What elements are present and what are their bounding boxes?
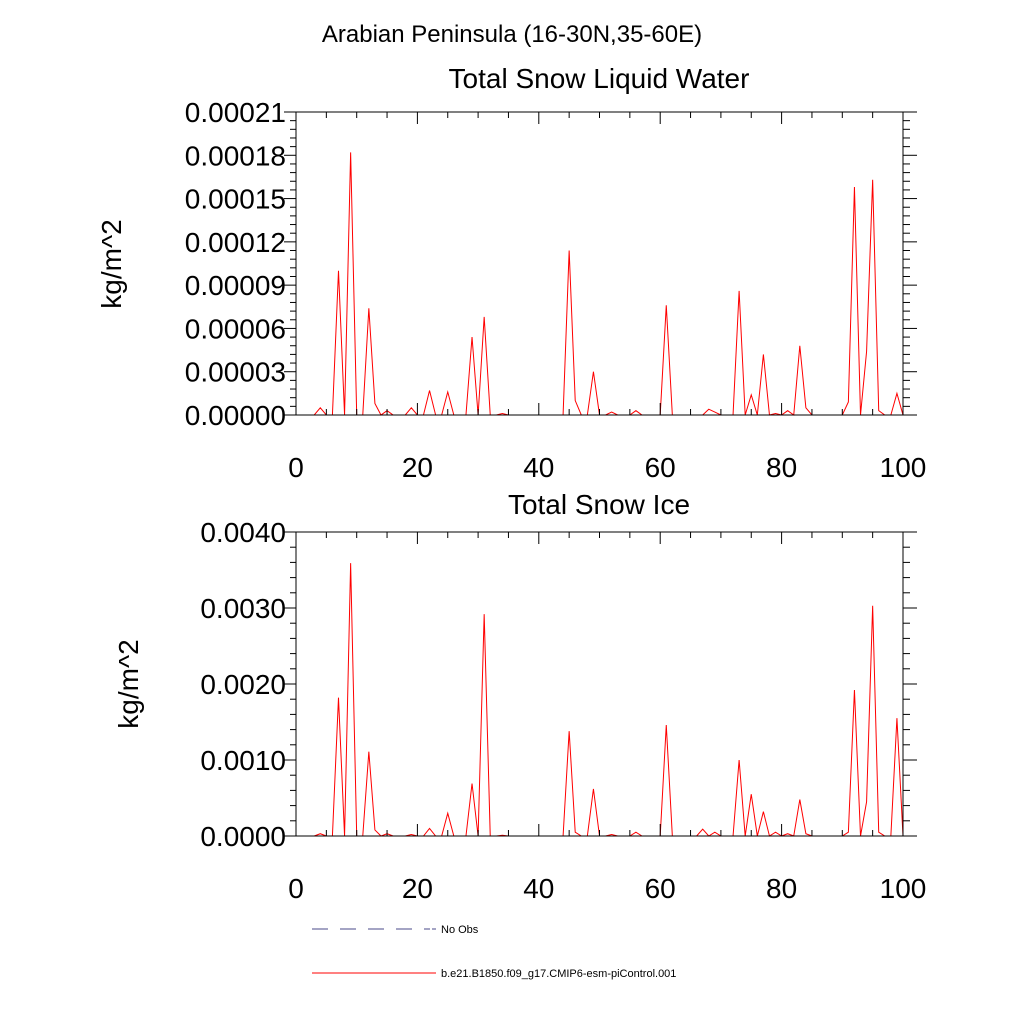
- chart-total-snow-ice: Total Snow Ice kg/m^2 0 20 40 60 80 100 0.0000…: [113, 489, 926, 904]
- x-tick-label: 0: [288, 873, 304, 904]
- y-tick-label: 0.00018: [185, 140, 286, 171]
- y-tick-label: 0.00012: [185, 227, 286, 258]
- y-tick-label: 0.0010: [200, 745, 286, 776]
- y-tick-label: 0.0000: [200, 821, 286, 852]
- y-tick-label: 0.00015: [185, 184, 286, 215]
- x-tick-label: 20: [402, 452, 433, 483]
- series-line: [302, 563, 904, 837]
- legend-label-no-obs: No Obs: [441, 924, 479, 936]
- plot-frame: [295, 531, 904, 837]
- chart-title: Total Snow Liquid Water: [449, 63, 750, 94]
- y-tick-label: 0.0020: [200, 669, 286, 700]
- y-axis-label: kg/m^2: [113, 639, 144, 728]
- legend-label-model: b.e21.B1850.f09_g17.CMIP6-esm-piControl.…: [441, 968, 676, 980]
- figure-title: Arabian Peninsula (16-30N,35-60E): [322, 21, 702, 48]
- x-tick-label: 20: [402, 873, 433, 904]
- x-tick-label: 40: [523, 452, 554, 483]
- y-tick-label: 0.00003: [185, 357, 286, 388]
- y-tick-label: 0.00009: [185, 270, 286, 301]
- plot-frame: [295, 111, 904, 416]
- series-line: [302, 152, 904, 416]
- y-tick-label: 0.00000: [185, 400, 286, 431]
- legend: No Obs b.e21.B1850.f09_g17.CMIP6-esm-piC…: [312, 924, 676, 980]
- x-tick-label: 80: [766, 452, 797, 483]
- x-tick-label: 80: [766, 873, 797, 904]
- x-tick-label: 40: [523, 873, 554, 904]
- y-tick-label: 0.0040: [200, 517, 286, 548]
- chart-title: Total Snow Ice: [508, 489, 690, 520]
- x-tick-label: 60: [645, 452, 676, 483]
- y-tick-label: 0.00021: [185, 97, 286, 128]
- x-tick-label: 0: [288, 452, 304, 483]
- y-tick-label: 0.0030: [200, 593, 286, 624]
- x-tick-label: 100: [880, 873, 927, 904]
- x-tick-label: 100: [880, 452, 927, 483]
- x-tick-label: 60: [645, 873, 676, 904]
- y-tick-label: 0.00006: [185, 313, 286, 344]
- chart-total-snow-liquid-water: Total Snow Liquid Water kg/m^2 0 20 40 60 80…: [96, 63, 926, 483]
- y-axis-label: kg/m^2: [96, 219, 127, 308]
